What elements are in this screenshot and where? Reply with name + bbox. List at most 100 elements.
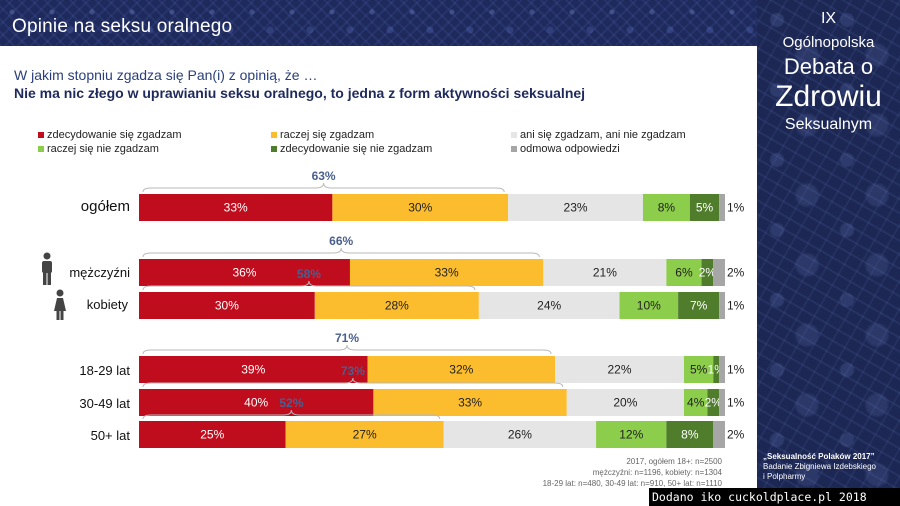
bar-value-label: 21% [593, 266, 617, 280]
bar-segment [596, 421, 667, 448]
page-title: Opinie na seksu oralnego [12, 16, 233, 37]
bar-segment [678, 292, 720, 319]
bar-value-label: 23% [564, 201, 588, 215]
bar-segment [719, 194, 725, 221]
legend-label: raczej się nie zgadzam [47, 143, 159, 155]
bar-segment [713, 259, 725, 286]
row-label-age-50-plus: 50+ lat [90, 428, 130, 443]
agree-total-label: 58% [297, 267, 321, 281]
bar-segment [543, 259, 667, 286]
sample-info: 2017, ogółem 18+: n=2500 mężczyźni: n=11… [543, 456, 722, 489]
bar-segment [443, 421, 597, 448]
legend-swatch [511, 132, 517, 138]
bar-segment [619, 292, 679, 319]
bar-segment [701, 259, 714, 286]
bar-segment [349, 259, 544, 286]
legend-label: raczej się zgadzam [280, 129, 375, 141]
bar-segment [666, 259, 702, 286]
bar-segment [285, 421, 444, 448]
bar-segment [373, 389, 567, 416]
sample-line-2: mężczyźni: n=1196, kobiety: n=1304 [592, 468, 722, 477]
sidebar-footer: „Seksualność Polaków 2017” Badanie Zbign… [763, 452, 898, 482]
sidebar-edition: IX [820, 10, 837, 27]
bar-segment [508, 194, 643, 221]
question-statement: Nie ma nic złego w uprawianiu seksu oral… [14, 85, 586, 101]
chart-legend: zdecydowanie się zgadzam raczej się zgad… [38, 128, 738, 158]
legend-label: zdecydowanie się nie zgadzam [280, 143, 433, 155]
row-label-total: ogółem [80, 198, 130, 215]
bar-segment [707, 389, 720, 416]
bar-value-label: 10% [637, 299, 661, 313]
bar-value-label: 33% [435, 266, 459, 280]
bar-segment [719, 292, 725, 319]
agree-brace [142, 409, 441, 420]
bar-segment [683, 389, 708, 416]
bar-value-label: 2% [727, 428, 745, 442]
bar-value-label: 28% [385, 299, 409, 313]
bar-segment [642, 194, 690, 221]
bar-segment [139, 356, 368, 383]
sidebar-line-1: Ogólnopolska [782, 34, 875, 51]
bar-segment [719, 389, 725, 416]
bar-value-label: 30% [215, 299, 239, 313]
bar-value-label: 26% [508, 428, 532, 442]
bar-value-label: 20% [613, 396, 637, 410]
bar-segment [683, 356, 714, 383]
bar-value-label: 2% [699, 266, 717, 280]
bar-segment [139, 292, 315, 319]
legend-swatch [271, 132, 277, 138]
bar-value-label: 33% [458, 396, 482, 410]
bar-segment [314, 292, 479, 319]
agree-brace [142, 344, 552, 355]
legend-swatch [271, 146, 277, 152]
bar-value-label: 40% [244, 396, 268, 410]
bar-value-label: 27% [353, 428, 377, 442]
legend-item: raczej się zgadzam [271, 128, 374, 142]
bar-value-label: 36% [232, 266, 256, 280]
legend-item: zdecydowanie się zgadzam [38, 128, 182, 142]
bar-segment [332, 194, 509, 221]
sidebar-line-3: Zdrowiu [775, 80, 882, 113]
sample-line-1: 2017, ogółem 18+: n=2500 [626, 457, 722, 466]
bar-value-label: 1% [727, 299, 745, 313]
agree-total-label: 63% [312, 169, 336, 183]
legend-label: odmowa odpowiedzi [520, 143, 620, 155]
legend-swatch [38, 146, 44, 152]
agree-total-label: 66% [329, 234, 353, 248]
agree-brace [142, 247, 540, 258]
sidebar-footer-line-1: Badanie Zbigniewa Izdebskiego [763, 462, 876, 471]
watermark: Dodano iko cuckoldplace.pl 2018 [649, 488, 900, 506]
legend-swatch [511, 146, 517, 152]
sidebar-footer-title: „Seksualność Polaków 2017” [763, 452, 875, 461]
agree-total-label: 71% [335, 331, 359, 345]
bar-value-label: 1% [727, 363, 745, 377]
agree-brace [142, 377, 564, 388]
bar-value-label: 12% [619, 428, 643, 442]
agree-total-label: 52% [279, 396, 303, 410]
legend-item: ani się zgadzam, ani nie zgadzam [511, 128, 686, 142]
legend-item: zdecydowanie się nie zgadzam [271, 142, 432, 156]
bar-segment [555, 356, 684, 383]
bar-segment [719, 356, 725, 383]
row-label-age-30-49: 30-49 lat [79, 396, 130, 411]
legend-label: zdecydowanie się zgadzam [47, 129, 182, 141]
bar-value-label: 1% [727, 396, 745, 410]
bar-value-label: 2% [727, 266, 745, 280]
sample-line-3: 18-29 lat: n=480, 30-49 lat: n=910, 50+ … [542, 479, 722, 488]
bar-value-label: 32% [449, 363, 473, 377]
bar-segment [139, 259, 350, 286]
sidebar-footer-line-2: i Polpharmy [763, 472, 806, 481]
bar-segment [139, 389, 374, 416]
question-intro: W jakim stopniu zgadza się Pan(i) z opin… [14, 67, 318, 83]
bar-value-label: 6% [675, 266, 693, 280]
bar-value-label: 2% [705, 396, 723, 410]
sidebar-line-2: Debata o [783, 54, 874, 79]
bar-value-label: 33% [224, 201, 248, 215]
row-label-age-18-29: 18-29 lat [79, 363, 130, 378]
agree-brace [142, 280, 476, 291]
bar-value-label: 24% [537, 299, 561, 313]
bar-segment [713, 356, 720, 383]
bar-value-label: 39% [241, 363, 265, 377]
bar-segment [367, 356, 556, 383]
row-label-men: mężczyźni [69, 265, 130, 280]
